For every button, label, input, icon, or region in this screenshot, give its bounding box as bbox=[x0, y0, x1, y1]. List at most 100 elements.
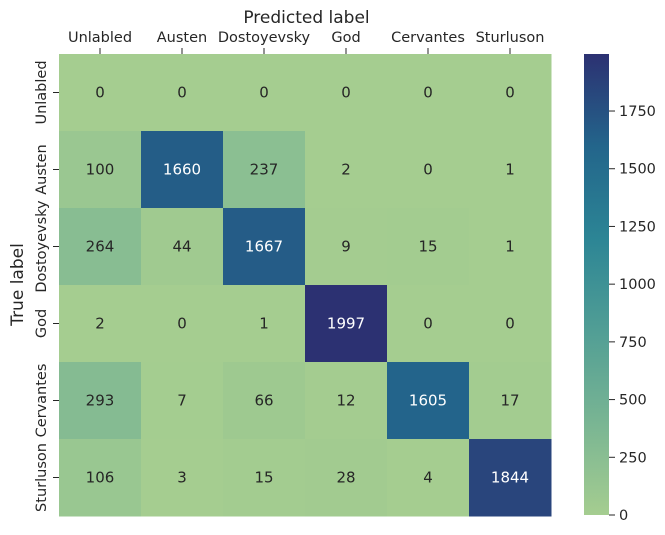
heatmap-cell bbox=[305, 131, 388, 209]
cell-value-label: 0 bbox=[423, 161, 433, 179]
y-tick-label: Unlabled bbox=[34, 60, 50, 124]
heatmap-cell bbox=[469, 285, 552, 363]
cell-value-label: 0 bbox=[505, 84, 515, 102]
heatmap-cell bbox=[223, 362, 306, 440]
heatmap-cell bbox=[59, 362, 142, 440]
heatmap-cell bbox=[59, 439, 142, 517]
heatmap-cell bbox=[469, 362, 552, 440]
cell-value-label: 9 bbox=[341, 238, 351, 256]
heatmap-cell bbox=[387, 131, 470, 209]
x-axis-ticks: Unlabled Austen Dostoyevsky God Cervantes Stu… bbox=[68, 30, 544, 54]
cell-value-label: 0 bbox=[177, 84, 187, 102]
cell-value-label: 237 bbox=[250, 161, 279, 179]
y-axis-title: True label bbox=[8, 243, 28, 327]
heatmap-cell bbox=[469, 208, 552, 286]
heatmap-cell bbox=[305, 439, 388, 517]
heatmap-cell bbox=[469, 54, 552, 132]
cell-value-label: 0 bbox=[423, 315, 433, 333]
heatmap-cell bbox=[141, 439, 224, 517]
heatmap-cell bbox=[469, 131, 552, 209]
colorbar bbox=[584, 54, 609, 515]
y-tick-label: Sturluson bbox=[34, 443, 50, 512]
y-tick-label: Dostoyevsky bbox=[34, 200, 50, 293]
cell-value-label: 4 bbox=[423, 469, 433, 487]
cell-value-label: 2 bbox=[95, 315, 105, 333]
x-tick-label: Unlabled bbox=[68, 30, 132, 46]
cell-value-label: 15 bbox=[418, 238, 437, 256]
heatmap-cell bbox=[141, 131, 224, 209]
heatmap-cell bbox=[305, 285, 388, 363]
x-tick-label: God bbox=[331, 30, 360, 46]
cell-value-label: 1997 bbox=[327, 315, 365, 333]
cell-value-label: 44 bbox=[172, 238, 191, 256]
heatmap-cell bbox=[223, 439, 306, 517]
cell-value-label: 293 bbox=[86, 392, 115, 410]
heatmap-cell bbox=[305, 362, 388, 440]
cell-value-label: 0 bbox=[423, 84, 433, 102]
heatmap-cell bbox=[141, 208, 224, 286]
heatmap-cell bbox=[387, 208, 470, 286]
cell-value-label: 2 bbox=[341, 161, 351, 179]
cell-value-label: 0 bbox=[95, 84, 105, 102]
cell-value-label: 264 bbox=[86, 238, 115, 256]
colorbar-tick-label: 1250 bbox=[619, 219, 656, 235]
x-axis-title: Predicted label bbox=[243, 8, 369, 28]
x-tick-label: Austen bbox=[157, 30, 207, 46]
cell-value-label: 17 bbox=[500, 392, 519, 410]
heatmap-cell bbox=[141, 362, 224, 440]
y-tick-label: God bbox=[34, 309, 50, 338]
colorbar-tick-label: 1000 bbox=[619, 277, 656, 293]
heatmap-cell bbox=[223, 131, 306, 209]
cell-value-label: 66 bbox=[254, 392, 273, 410]
cell-value-label: 1 bbox=[259, 315, 269, 333]
cell-value-label: 1660 bbox=[163, 161, 201, 179]
cell-value-label: 1605 bbox=[409, 392, 447, 410]
cell-value-label: 0 bbox=[505, 315, 515, 333]
x-tick-label: Sturluson bbox=[476, 30, 545, 46]
heatmap-cell bbox=[223, 54, 306, 132]
cell-value-label: 12 bbox=[336, 392, 355, 410]
heatmap-cell bbox=[59, 54, 142, 132]
heatmap-cell bbox=[469, 439, 552, 517]
cell-value-label: 1667 bbox=[245, 238, 283, 256]
y-tick-label: Cervantes bbox=[34, 364, 50, 438]
cell-value-label: 1844 bbox=[491, 469, 529, 487]
heatmap-cell bbox=[387, 362, 470, 440]
heatmap-cell bbox=[59, 131, 142, 209]
heatmap-cell bbox=[59, 208, 142, 286]
colorbar-tick-label: 750 bbox=[619, 335, 647, 351]
cell-value-label: 15 bbox=[254, 469, 273, 487]
cell-value-label: 7 bbox=[177, 392, 187, 410]
colorbar-tick-label: 250 bbox=[619, 450, 647, 466]
x-tick-label: Dostoyevsky bbox=[218, 30, 311, 46]
cell-value-label: 0 bbox=[259, 84, 269, 102]
colorbar-tick-label: 1500 bbox=[619, 162, 656, 178]
x-tick-label: Cervantes bbox=[391, 30, 465, 46]
heatmap-cell bbox=[387, 54, 470, 132]
cell-value-label: 0 bbox=[341, 84, 351, 102]
cell-value-label: 0 bbox=[177, 315, 187, 333]
heatmap-cell bbox=[59, 285, 142, 363]
y-axis-ticks: Unlabled Austen Dostoyevsky God Cervantes Stu… bbox=[34, 60, 59, 512]
heatmap-cell bbox=[141, 285, 224, 363]
colorbar-tick-label: 0 bbox=[619, 508, 628, 524]
colorbar-ticks: 0 250 500 750 1000 1250 1500 1750 bbox=[609, 104, 656, 524]
cell-value-label: 100 bbox=[86, 161, 115, 179]
heatmap-cell bbox=[305, 54, 388, 132]
heatmap-cell bbox=[387, 285, 470, 363]
y-tick-label: Austen bbox=[34, 144, 50, 194]
colorbar-tick-label: 1750 bbox=[619, 104, 656, 120]
heatmap-cell bbox=[223, 285, 306, 363]
heatmap-cell bbox=[223, 208, 306, 286]
cell-value-label: 106 bbox=[86, 469, 115, 487]
heatmap-cell bbox=[387, 439, 470, 517]
heatmap-cells bbox=[59, 54, 552, 517]
heatmap-cell bbox=[141, 54, 224, 132]
colorbar-tick-label: 500 bbox=[619, 393, 647, 409]
cell-value-label: 1 bbox=[505, 238, 515, 256]
cell-value-label: 3 bbox=[177, 469, 187, 487]
heatmap-cell bbox=[305, 208, 388, 286]
cell-value-label: 1 bbox=[505, 161, 515, 179]
